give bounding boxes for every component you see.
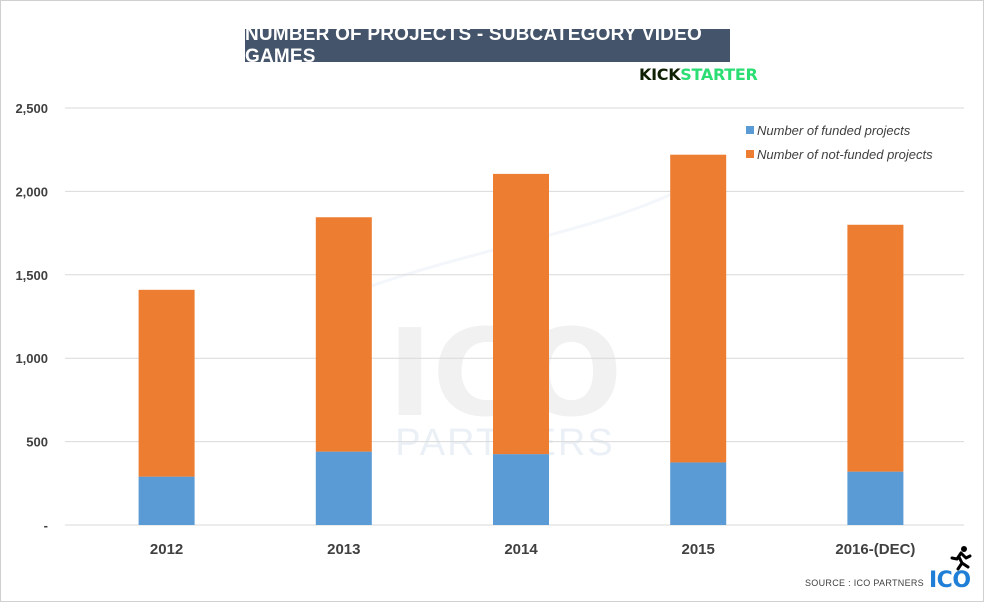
y-axis-tick-labels: - 500 1,000 1,500 2,000 2,500 [15,101,48,533]
y-tick-label: 1,500 [15,268,48,283]
kickstarter-logo-part2: STARTER [680,65,758,84]
chart-title: NUMBER OF PROJECTS - SUBCATEGORY VIDEO G… [245,24,730,67]
kickstarter-logo-part1: KICK [639,65,681,84]
legend-label: Number of funded projects [757,123,911,138]
legend: Number of funded projects Number of not-f… [746,123,933,162]
x-category-label: 2016-(DEC) [835,541,915,558]
bar-funded [493,454,549,525]
bar-funded [138,476,195,525]
bar-not-funded [493,173,549,455]
x-category-label: 2015 [682,541,715,558]
bars [138,154,904,525]
x-category-label: 2013 [327,541,360,558]
ico-partners-logo: ICO [929,568,971,593]
kickstarter-logo: KICKSTARTER [639,65,758,84]
y-tick-label: 1,000 [15,351,48,366]
bar-not-funded [138,289,195,477]
bar-funded [847,471,904,525]
bar-not-funded [847,224,904,472]
bar-not-funded [315,217,372,452]
bar-not-funded [670,154,727,463]
legend-swatch-not-funded [746,150,754,158]
bar-funded [315,451,372,525]
x-category-label: 2014 [504,541,538,558]
y-tick-label: 500 [26,435,48,450]
bar-funded [670,462,727,525]
y-tick-label: 2,000 [15,184,48,199]
x-axis-category-labels: 2012 2013 2014 2015 2016-(DEC) [150,541,916,558]
y-tick-label: 2,500 [15,101,48,116]
source-note: SOURCE : ICO PARTNERS [805,578,924,588]
legend-label: Number of not-funded projects [757,147,933,162]
x-category-label: 2012 [150,541,183,558]
legend-swatch-funded [746,126,754,134]
runner-icon [950,546,972,571]
y-tick-label: - [44,518,48,533]
